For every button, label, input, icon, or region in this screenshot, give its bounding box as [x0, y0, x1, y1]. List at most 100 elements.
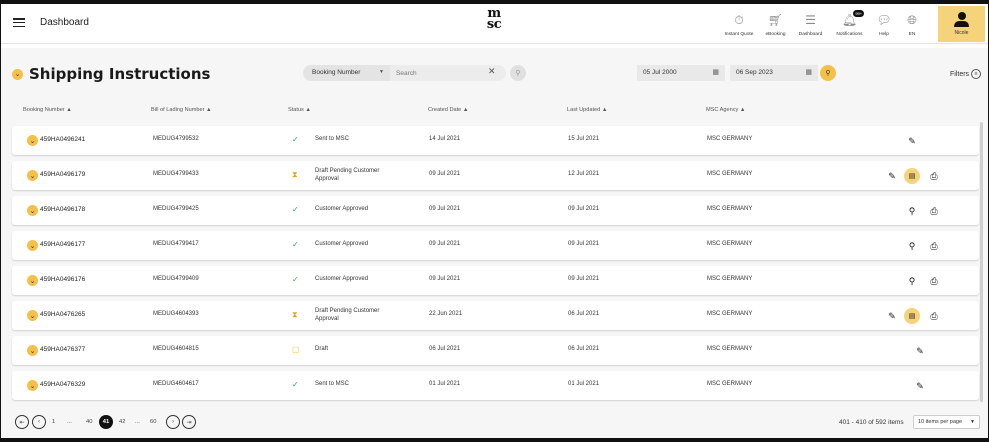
document-icon[interactable]: ▤ — [904, 308, 920, 324]
expand-row-chevron-icon[interactable]: ⌄ — [27, 380, 38, 391]
pagination-bar: ⇤ ‹ 1 ... 40 41 42 ... 60 › ⇥ 401 - 410 … — [1, 404, 988, 438]
msc-agency: MSC GERMANY — [707, 171, 753, 177]
prev-page-icon[interactable]: ‹ — [32, 415, 46, 429]
table-row[interactable]: ⌄ 459HA0476377 MEDUG4604815 ▢ Draft 06 J… — [12, 336, 979, 365]
view-magnifier-icon[interactable]: ⚲ — [908, 240, 916, 251]
booking-number: 459HA0496179 — [40, 171, 86, 178]
page-link[interactable]: 60 — [150, 419, 157, 425]
expand-row-chevron-icon[interactable]: ⌄ — [27, 240, 38, 251]
nav-ebooking[interactable]: 🛒︎ eBooking — [759, 8, 792, 42]
column-label: Booking Number — [23, 107, 65, 113]
edit-pencil-icon[interactable]: ✎ — [888, 170, 896, 181]
view-magnifier-icon[interactable]: ⚲ — [908, 275, 916, 286]
column-header-bol[interactable]: Bill of Lading Number ▲ — [151, 107, 212, 113]
nav-instant-quote[interactable]: ⏱ Instant Quote — [719, 8, 759, 42]
calendar-icon[interactable]: ▦ — [805, 69, 812, 76]
created-date: 09 Jul 2021 — [429, 241, 461, 247]
hourglass-icon: ⧗ — [292, 310, 298, 319]
date-search-button[interactable]: ⚲ — [820, 65, 836, 81]
bol-number: MEDUG4799532 — [153, 136, 199, 142]
bol-number: MEDUG4604815 — [153, 346, 199, 352]
vertical-scrollbar[interactable] — [980, 122, 983, 402]
nav-dashboard[interactable]: ☰ Dashboard — [792, 8, 829, 42]
column-header-status[interactable]: Status ▲ — [288, 107, 311, 113]
hamburger-menu-icon[interactable] — [13, 18, 25, 28]
msc-agency: MSC GERMANY — [707, 381, 753, 387]
edit-pencil-icon[interactable]: ✎ — [916, 345, 924, 356]
row-actions: ✎ ▤ ⎙ — [884, 308, 954, 324]
clear-search-icon[interactable]: ✕ — [488, 66, 496, 76]
status-text: Customer Approved — [315, 206, 369, 212]
date-from-field[interactable]: 05 Jul 2000 ▦ — [637, 65, 725, 81]
table-body: ⌄ 459HA0496241 MEDUG4799532 ✓ Sent to MS… — [1, 120, 988, 404]
search-type-select[interactable]: Booking Number ▼ — [303, 65, 390, 81]
nav-language[interactable]: 🌐︎ EN — [898, 8, 926, 42]
expand-row-chevron-icon[interactable]: ⌄ — [27, 205, 38, 216]
msc-agency: MSC GERMANY — [707, 241, 753, 247]
last-page-icon[interactable]: ⇥ — [182, 415, 196, 429]
print-icon[interactable]: ⎙ — [930, 170, 938, 181]
print-icon[interactable]: ⎙ — [930, 275, 938, 286]
msc-logo[interactable]: m sc — [486, 6, 502, 32]
expand-row-chevron-icon[interactable]: ⌄ — [27, 170, 38, 181]
page-link[interactable]: 42 — [119, 419, 126, 425]
nav-help[interactable]: 💬︎ Help — [870, 8, 898, 42]
expand-row-chevron-icon[interactable]: ⌄ — [27, 345, 38, 356]
print-icon[interactable]: ⎙ — [930, 310, 938, 321]
top-navigation-bar: Dashboard m sc ⏱ Instant Quote 🛒︎ eBookin… — [1, 4, 988, 44]
page-link[interactable]: 1 — [52, 419, 56, 425]
user-menu[interactable]: Nicole — [938, 6, 985, 42]
expand-row-chevron-icon[interactable]: ⌄ — [27, 135, 38, 146]
table-row[interactable]: ⌄ 459HA0476329 MEDUG4604617 ✓ Sent to MS… — [12, 371, 979, 400]
booking-number: 459HA0476377 — [40, 346, 86, 353]
column-header-updated[interactable]: Last Updated ▲ — [567, 107, 608, 113]
created-date: 01 Jul 2021 — [429, 381, 461, 387]
table-row[interactable]: ⌄ 459HA0496177 MEDUG4799417 ✓ Customer A… — [12, 231, 979, 260]
search-input[interactable] — [390, 65, 506, 81]
table-row[interactable]: ⌄ 459HA0476265 MEDUG4604393 ⧗ Draft Pend… — [12, 301, 979, 330]
table-row[interactable]: ⌄ 459HA0496178 MEDUG4799425 ✓ Customer A… — [12, 196, 979, 225]
created-date: 09 Jul 2021 — [429, 171, 461, 177]
check-icon: ✓ — [292, 135, 299, 144]
column-header-agency[interactable]: MSC Agency ▲ — [706, 107, 746, 113]
msc-agency: MSC GERMANY — [707, 206, 753, 212]
page-link[interactable]: 40 — [86, 419, 93, 425]
msc-agency: MSC GERMANY — [707, 136, 753, 142]
bol-number: MEDUG4799417 — [153, 241, 199, 247]
msc-agency: MSC GERMANY — [707, 346, 753, 352]
check-icon: ✓ — [292, 380, 299, 389]
column-header-created[interactable]: Created Date ▲ — [428, 107, 469, 113]
items-count: 401 - 410 of 592 items — [839, 419, 904, 426]
document-icon[interactable]: ▤ — [904, 168, 920, 184]
page-ellipsis: ... — [135, 419, 140, 425]
table-row[interactable]: ⌄ 459HA0496241 MEDUG4799532 ✓ Sent to MS… — [12, 126, 979, 155]
check-icon: ✓ — [292, 240, 299, 249]
nav-notifications[interactable]: 🔔︎ 99+ Notifications — [836, 10, 865, 37]
print-icon[interactable]: ⎙ — [930, 240, 938, 251]
expand-row-chevron-icon[interactable]: ⌄ — [27, 310, 38, 321]
search-button[interactable]: ⚲ — [510, 65, 526, 81]
first-page-icon[interactable]: ⇤ — [15, 415, 29, 429]
booking-number: 459HA0476329 — [40, 381, 86, 388]
current-page[interactable]: 41 — [99, 415, 113, 429]
filters-button[interactable]: Filters ≡ — [950, 69, 982, 79]
edit-pencil-icon[interactable]: ✎ — [908, 135, 916, 146]
bol-number: MEDUG4604617 — [153, 381, 199, 387]
expand-row-chevron-icon[interactable]: ⌄ — [27, 275, 38, 286]
booking-number: 459HA0476265 — [40, 311, 86, 318]
chevron-down-icon[interactable]: ⌄ — [12, 68, 23, 80]
booking-number: 459HA0496241 — [40, 136, 86, 143]
table-row[interactable]: ⌄ 459HA0496179 MEDUG4799433 ⧗ Draft Pend… — [12, 161, 979, 190]
edit-pencil-icon[interactable]: ✎ — [888, 310, 896, 321]
date-to-field[interactable]: 06 Sep 2023 ▦ — [730, 65, 818, 81]
edit-pencil-icon[interactable]: ✎ — [916, 380, 924, 391]
next-page-icon[interactable]: › — [166, 415, 180, 429]
items-per-page-select[interactable]: 10 items per page ▼ — [913, 415, 980, 429]
view-magnifier-icon[interactable]: ⚲ — [908, 205, 916, 216]
print-icon[interactable]: ⎙ — [930, 205, 938, 216]
column-header-booking[interactable]: Booking Number ▲ — [23, 107, 72, 113]
stopwatch-icon: ⏱ — [734, 12, 744, 27]
table-row[interactable]: ⌄ 459HA0496176 MEDUG4799409 ✓ Customer A… — [12, 266, 979, 295]
status-text: Draft Pending Customer Approval — [315, 168, 380, 182]
calendar-icon[interactable]: ▦ — [712, 69, 719, 76]
